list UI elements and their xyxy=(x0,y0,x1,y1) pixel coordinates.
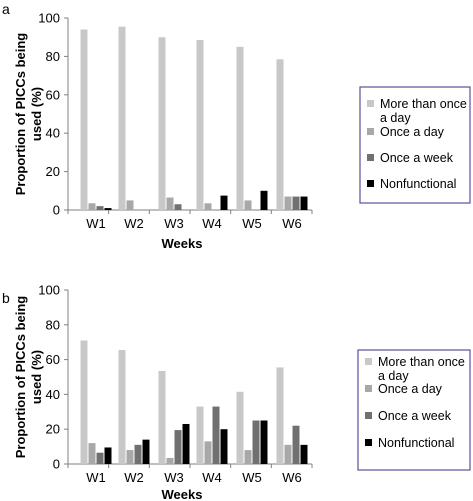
x-tick-label: W1 xyxy=(86,216,106,231)
bar xyxy=(104,208,112,210)
y-tick-label: 100 xyxy=(38,283,60,298)
bar xyxy=(142,439,150,464)
legend-label: a day xyxy=(380,111,411,125)
bar xyxy=(166,457,174,464)
x-tick-label: W2 xyxy=(124,470,144,485)
panel-label: b xyxy=(2,290,10,306)
legend-box xyxy=(357,349,471,471)
y-tick-label: 60 xyxy=(46,352,60,367)
x-axis-title: Weeks xyxy=(162,236,203,251)
x-tick-label: W3 xyxy=(164,470,184,485)
legend-swatch xyxy=(367,180,374,187)
legend-swatch xyxy=(365,358,372,365)
bar xyxy=(300,444,308,464)
legend-label: Once a day xyxy=(380,125,445,139)
bar xyxy=(220,429,228,464)
bar xyxy=(292,425,300,464)
x-tick-label: W4 xyxy=(202,470,222,485)
legend-swatch xyxy=(367,100,374,107)
bar xyxy=(118,350,126,464)
bar xyxy=(126,200,134,210)
bar xyxy=(158,37,166,211)
legend-label: Nonfunctional xyxy=(378,436,454,450)
legend-label: More than once xyxy=(378,355,465,369)
bar xyxy=(88,443,96,464)
legend-swatch xyxy=(365,412,372,419)
legend-label: Once a week xyxy=(380,151,454,165)
y-tick-label: 100 xyxy=(38,11,60,26)
bar xyxy=(260,190,268,210)
bar xyxy=(196,40,204,210)
x-tick-label: W6 xyxy=(282,470,302,485)
bar xyxy=(204,203,212,210)
legend-label: More than once xyxy=(380,97,467,111)
y-tick-label: 0 xyxy=(53,457,60,472)
legend-swatch xyxy=(367,128,374,135)
bar xyxy=(292,196,300,210)
y-tick-label: 80 xyxy=(46,317,60,332)
y-axis-title: used (%) xyxy=(29,350,44,404)
chart-panel-a: a 0 20 40 60 80 100 W1 W2 W3 W4 W5 W6 Weeks Proportion… xyxy=(2,1,471,251)
bar xyxy=(158,370,166,464)
x-tick-label: W1 xyxy=(86,470,106,485)
bar xyxy=(300,196,308,210)
bar xyxy=(96,452,104,464)
bar xyxy=(196,406,204,464)
bar xyxy=(204,441,212,464)
y-axis-title: used (%) xyxy=(29,87,44,141)
legend-box xyxy=(359,86,471,204)
y-tick-label: 20 xyxy=(46,164,60,179)
x-tick-label: W2 xyxy=(124,216,144,231)
panel-label: a xyxy=(2,1,10,17)
chart-panel-b: b 0 20 40 60 80 100 W1 W2 W3 W4 W5 W6 Weeks Proportion… xyxy=(2,283,471,501)
bar xyxy=(236,46,244,210)
y-tick-label: 80 xyxy=(46,49,60,64)
bar xyxy=(118,26,126,210)
bar xyxy=(96,206,104,210)
x-tick-label: W3 xyxy=(164,216,184,231)
bar xyxy=(244,450,252,464)
bar xyxy=(182,423,190,464)
legend-label: Once a week xyxy=(378,409,452,423)
y-tick-label: 0 xyxy=(53,203,60,218)
bar xyxy=(276,59,284,210)
y-axis-title: Proportion of PICCs being xyxy=(13,33,28,196)
legend-swatch xyxy=(365,385,372,392)
bar xyxy=(174,430,182,464)
bar xyxy=(284,196,292,210)
bar xyxy=(166,197,174,210)
bar xyxy=(252,420,260,464)
bar xyxy=(260,420,268,464)
bar xyxy=(284,444,292,464)
bar xyxy=(88,203,96,210)
bar xyxy=(104,447,112,464)
bar xyxy=(244,200,252,210)
y-tick-label: 20 xyxy=(46,422,60,437)
bar xyxy=(174,204,182,210)
bar xyxy=(212,406,220,464)
legend-label: a day xyxy=(378,369,409,383)
bar xyxy=(276,367,284,464)
bar xyxy=(236,391,244,464)
y-axis-title: Proportion of PICCs being xyxy=(13,296,28,459)
y-tick-label: 40 xyxy=(46,126,60,141)
x-axis-title: Weeks xyxy=(162,487,203,501)
bar xyxy=(134,444,142,464)
legend-label: Nonfunctional xyxy=(380,177,456,191)
bar xyxy=(220,195,228,210)
x-tick-label: W5 xyxy=(242,216,262,231)
legend-swatch xyxy=(367,154,374,161)
x-tick-label: W5 xyxy=(242,470,262,485)
x-tick-label: W6 xyxy=(282,216,302,231)
bar xyxy=(80,340,88,464)
bar xyxy=(126,450,134,464)
y-tick-label: 40 xyxy=(46,387,60,402)
legend-label: Once a day xyxy=(378,382,443,396)
bar xyxy=(80,29,88,210)
legend-swatch xyxy=(365,439,372,446)
y-tick-label: 60 xyxy=(46,87,60,102)
x-tick-label: W4 xyxy=(202,216,222,231)
